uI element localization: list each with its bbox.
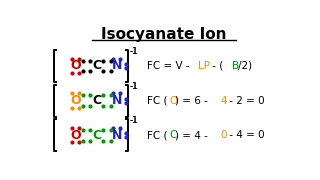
- Text: -1: -1: [129, 82, 138, 91]
- Text: -1: -1: [129, 82, 138, 91]
- Text: C: C: [170, 130, 177, 140]
- Text: Isocyanate Ion: Isocyanate Ion: [101, 27, 227, 42]
- Text: ) = 6 -: ) = 6 -: [175, 96, 211, 106]
- Text: -1: -1: [129, 116, 138, 125]
- Text: N: N: [112, 59, 122, 73]
- Text: O: O: [71, 59, 81, 73]
- Text: - (: - (: [209, 61, 224, 71]
- Text: -1: -1: [129, 47, 138, 56]
- Text: 0: 0: [221, 130, 227, 140]
- Text: FC (: FC (: [147, 96, 167, 106]
- Text: - 4 = 0: - 4 = 0: [227, 130, 265, 140]
- Text: 4: 4: [221, 96, 228, 106]
- Text: C: C: [92, 129, 102, 142]
- Text: - 2 = 0: - 2 = 0: [227, 96, 265, 106]
- Text: FC (: FC (: [147, 130, 167, 140]
- Text: C: C: [92, 59, 102, 73]
- Text: N: N: [112, 94, 122, 107]
- Text: -1: -1: [129, 116, 138, 125]
- Text: -1: -1: [129, 47, 138, 56]
- Text: LP: LP: [198, 61, 210, 71]
- Text: /2): /2): [238, 61, 252, 71]
- Text: N: N: [112, 129, 122, 142]
- Text: O: O: [170, 96, 178, 106]
- Text: FC = V -: FC = V -: [147, 61, 193, 71]
- Text: O: O: [71, 94, 81, 107]
- Text: O: O: [71, 129, 81, 142]
- Text: C: C: [92, 94, 102, 107]
- Text: ) = 4 -: ) = 4 -: [175, 130, 211, 140]
- Text: B: B: [232, 61, 239, 71]
